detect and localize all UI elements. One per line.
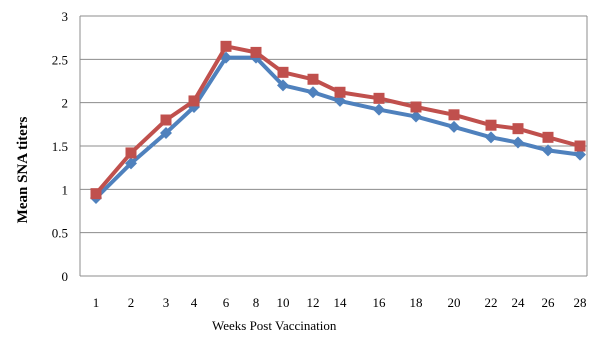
- y-axis-title: Mean SNA titers: [15, 117, 31, 224]
- y-tick-labels: 0 0.5 1 1.5 2 2.5 3: [52, 9, 68, 284]
- series-1-point-10: [410, 101, 422, 113]
- series-layer: [90, 40, 586, 204]
- series-0-point-13: [512, 136, 524, 149]
- series-1-point-15: [574, 140, 586, 152]
- series-0-point-15: [574, 148, 586, 161]
- x-tick-label: 14: [334, 295, 348, 310]
- series-1-point-5: [250, 46, 262, 58]
- series-0-point-1: [125, 157, 137, 170]
- x-axis-title: Weeks Post Vaccination: [212, 318, 337, 333]
- series-line-0: [94, 55, 581, 200]
- x-tick-label: 8: [253, 295, 260, 310]
- series-1-point-7: [307, 73, 319, 85]
- x-tick-label: 6: [223, 295, 230, 310]
- y-tick-label: 1: [62, 182, 69, 197]
- x-tick-label: 24: [512, 295, 526, 310]
- y-tick-label: 1.5: [52, 139, 68, 154]
- series-0-point-11: [448, 120, 460, 133]
- series-0-point-14: [542, 144, 554, 157]
- series-1-point-6: [277, 66, 289, 78]
- x-tick-label: 28: [574, 295, 587, 310]
- series-1-point-1: [125, 147, 137, 159]
- series-0-point-12: [485, 131, 497, 144]
- series-1-point-13: [512, 123, 524, 135]
- x-tick-label: 2: [128, 295, 135, 310]
- x-tick-label: 18: [410, 295, 423, 310]
- series-1-point-0: [90, 188, 102, 200]
- grid-layer: [79, 15, 588, 277]
- series-0-point-6: [277, 79, 289, 92]
- series-line-1: [94, 44, 581, 195]
- x-tick-label: 16: [373, 295, 387, 310]
- series-1-point-4: [220, 40, 232, 52]
- series-0-point-10: [410, 110, 422, 123]
- series-1-point-12: [485, 119, 497, 131]
- x-tick-label: 10: [277, 295, 290, 310]
- x-tick-label: 20: [448, 295, 461, 310]
- series-0-point-7: [307, 86, 319, 99]
- x-tick-label: 22: [485, 295, 498, 310]
- x-tick-label: 26: [542, 295, 556, 310]
- series-1-point-14: [542, 131, 554, 143]
- x-tick-label: 12: [307, 295, 320, 310]
- series-0-point-2: [160, 127, 172, 139]
- y-tick-label: 2.5: [52, 52, 68, 67]
- series-1-point-3: [188, 95, 200, 107]
- series-0-point-8: [334, 94, 346, 107]
- x-tick-label: 4: [191, 295, 198, 310]
- y-tick-label: 0: [62, 269, 69, 284]
- y-tick-label: 0.5: [52, 226, 68, 241]
- series-1-point-9: [373, 92, 385, 104]
- x-tick-labels: 1 2 3 4 6 8 10 12 14 16 18 20 22 24 26 28: [93, 295, 587, 310]
- x-tick-label: 1: [93, 295, 100, 310]
- series-1-point-8: [334, 86, 346, 98]
- y-tick-label: 3: [62, 9, 69, 24]
- series-1-point-2: [160, 114, 172, 126]
- series-0-point-9: [373, 103, 385, 116]
- y-tick-label: 2: [62, 96, 69, 111]
- x-tick-label: 3: [163, 295, 170, 310]
- series-1-point-11: [448, 109, 460, 121]
